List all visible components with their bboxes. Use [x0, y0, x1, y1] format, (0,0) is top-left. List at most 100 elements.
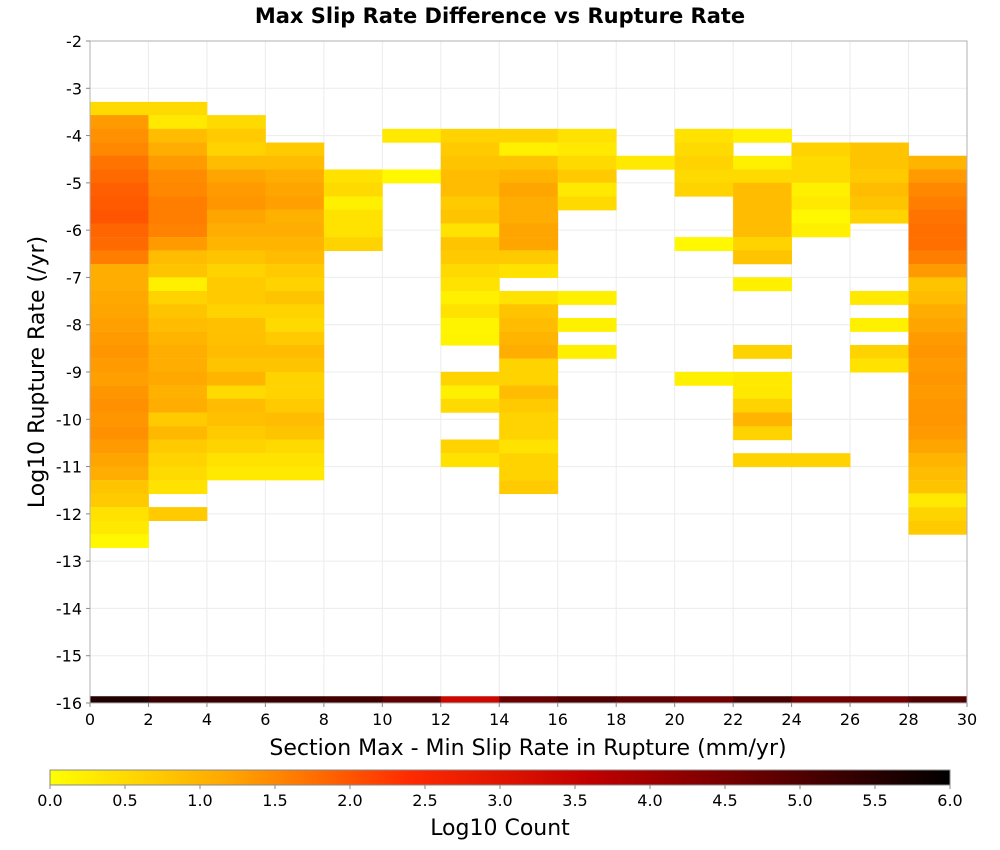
heatmap-cell: [440, 169, 500, 184]
x-tick-label: 30: [957, 710, 977, 729]
heatmap-cell: [733, 223, 792, 238]
heatmap-cell: [908, 385, 968, 400]
heatmap-cell: [440, 696, 500, 703]
heatmap-cell: [148, 331, 208, 346]
heatmap-cell: [206, 196, 266, 211]
heatmap-cell: [908, 344, 968, 359]
heatmap-cell: [206, 426, 266, 441]
heatmap-cell: [791, 182, 851, 197]
heatmap-cell: [265, 237, 325, 252]
colorbar-tick-label: 3.0: [487, 791, 512, 810]
heatmap-cell: [90, 466, 149, 481]
heatmap-cell: [850, 169, 909, 184]
heatmap-cell: [557, 291, 617, 305]
heatmap-cell: [674, 696, 734, 703]
heatmap-cell: [265, 182, 325, 197]
heatmap-cell: [908, 453, 968, 468]
heatmap-cell: [733, 385, 792, 400]
heatmap-cell: [850, 182, 909, 197]
heatmap-cell: [90, 371, 149, 386]
heatmap-cell: [440, 331, 500, 346]
heatmap-cell: [908, 237, 968, 252]
heatmap-cell: [90, 128, 149, 143]
x-tick-label: 16: [548, 710, 568, 729]
heatmap-cell: [733, 453, 792, 468]
heatmap-cell: [148, 237, 208, 252]
heatmap-cell: [499, 331, 559, 346]
y-tick-label: -5: [66, 174, 82, 193]
heatmap-cell: [440, 385, 500, 400]
heatmap-cell: [382, 696, 442, 703]
heatmap-cell: [908, 480, 968, 495]
heatmap-cell: [148, 696, 208, 703]
heatmap-cell: [499, 385, 559, 400]
heatmap-cell: [850, 291, 909, 305]
heatmap-cell: [90, 264, 149, 278]
heatmap-cell: [499, 426, 559, 441]
heatmap-cell: [557, 196, 617, 211]
heatmap-cell: [323, 209, 383, 224]
heatmap-cell: [323, 223, 383, 238]
heatmap-cell: [265, 277, 325, 292]
colorbar-tick-label: 1.5: [262, 791, 287, 810]
heatmap-cell: [616, 155, 676, 170]
heatmap-cell: [850, 142, 909, 157]
heatmap-cell: [265, 169, 325, 184]
heatmap-cell: [265, 155, 325, 170]
colorbar-tick-label: 5.0: [787, 791, 812, 810]
heatmap-cell: [265, 385, 325, 400]
heatmap-cell: [148, 398, 208, 413]
heatmap-cell: [206, 209, 266, 224]
heatmap-cell: [733, 237, 792, 252]
heatmap-cell: [440, 317, 500, 332]
heatmap-cell: [265, 196, 325, 211]
heatmap-cell: [440, 142, 500, 157]
y-tick-label: -4: [66, 127, 82, 146]
heatmap-cell: [908, 493, 968, 508]
heatmap-cell: [499, 371, 559, 386]
heatmap-cell: [90, 439, 149, 454]
heatmap-cell: [908, 426, 968, 441]
heatmap-cell: [206, 223, 266, 238]
heatmap-cell: [148, 439, 208, 454]
heatmap-cell: [148, 250, 208, 265]
heatmap-cell: [148, 466, 208, 481]
heatmap-cell: [206, 277, 266, 292]
heatmap-cell: [90, 534, 149, 548]
plot-area: [89, 40, 968, 704]
heatmap-cell: [265, 291, 325, 305]
heatmap-cell: [265, 264, 325, 278]
y-tick-label: -14: [56, 599, 82, 618]
heatmap-cell: [265, 142, 325, 157]
heatmap-cell: [733, 696, 792, 703]
heatmap-cell: [206, 344, 266, 359]
heatmap-cell: [499, 169, 559, 184]
heatmap-cell: [908, 331, 968, 346]
heatmap-cell: [440, 277, 500, 292]
heatmap-cell: [850, 209, 909, 224]
heatmap-cell: [440, 250, 500, 265]
heatmap-cell: [265, 304, 325, 319]
heatmap-cell: [206, 291, 266, 305]
heatmap-cell: [674, 169, 734, 184]
heatmap-cell: [557, 182, 617, 197]
heatmap-cell: [148, 277, 208, 292]
heatmap-cell: [90, 696, 149, 703]
heatmap-cell: [908, 250, 968, 265]
heatmap-cell: [499, 439, 559, 454]
heatmap-cell: [499, 412, 559, 427]
heatmap-cell: [440, 453, 500, 468]
heatmap-cell: [90, 223, 149, 238]
heatmap-cell: [206, 169, 266, 184]
heatmap-cell: [148, 304, 208, 319]
heatmap-cell: [791, 209, 851, 224]
heatmap-cell: [908, 277, 968, 292]
heatmap-cell: [148, 169, 208, 184]
heatmap-cell: [206, 398, 266, 413]
heatmap-cell: [148, 426, 208, 441]
heatmap-cell: [148, 371, 208, 386]
heatmap-cell: [90, 291, 149, 305]
heatmap-cell: [499, 196, 559, 211]
heatmap-cell: [908, 264, 968, 278]
heatmap-cell: [90, 317, 149, 332]
